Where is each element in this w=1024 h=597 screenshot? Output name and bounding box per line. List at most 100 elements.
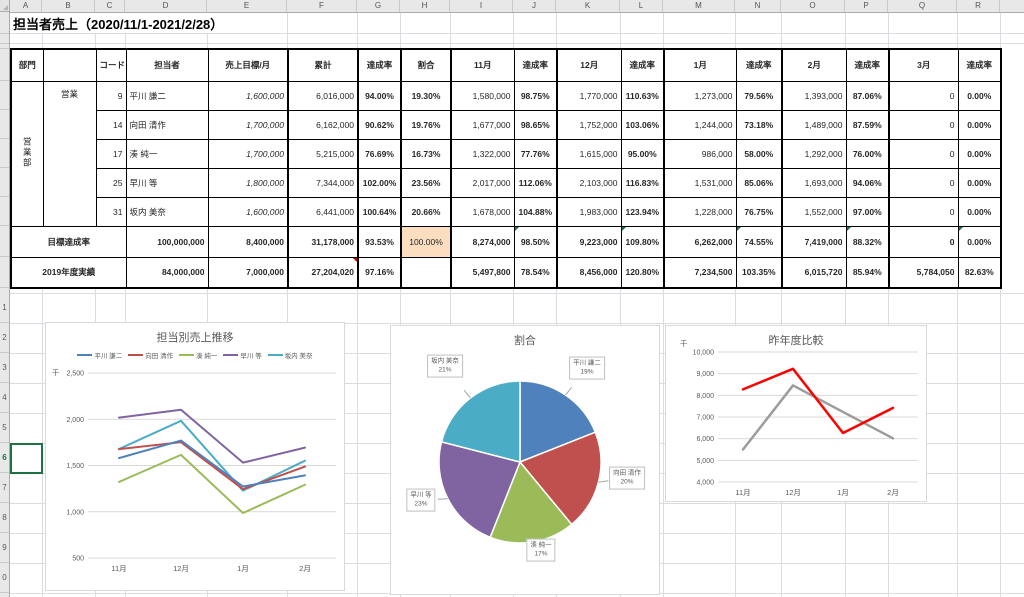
- header-rate[interactable]: 達成率: [513, 48, 558, 82]
- summary-total-cell[interactable]: 31,178,000: [287, 225, 359, 258]
- summary-month-rate-cell[interactable]: 85.94%: [845, 256, 890, 289]
- month-rate-cell[interactable]: 97.00%: [845, 196, 890, 227]
- month-rate-cell[interactable]: 0.00%: [957, 196, 1002, 227]
- pie-slice[interactable]: [440, 380, 521, 463]
- code-cell[interactable]: 14: [95, 109, 127, 140]
- total-cell[interactable]: 6,441,000: [287, 196, 359, 227]
- month-rate-cell[interactable]: 85.06%: [735, 167, 783, 198]
- summary-share-cell[interactable]: 100.00%: [400, 225, 452, 258]
- header-share[interactable]: 割合: [400, 48, 452, 82]
- header-rate[interactable]: 達成率: [735, 48, 783, 82]
- summary-month-value-cell[interactable]: 8,274,000: [450, 225, 515, 258]
- header-code[interactable]: コード: [95, 48, 127, 82]
- month-rate-cell[interactable]: 104.88%: [513, 196, 558, 227]
- month-rate-cell[interactable]: 98.75%: [513, 80, 558, 111]
- summary-month-rate-cell[interactable]: 78.54%: [513, 256, 558, 289]
- summary-month-value-cell[interactable]: 7,419,000: [781, 225, 847, 258]
- month-value-cell[interactable]: 1,489,000: [781, 109, 847, 140]
- summary-month-rate-cell[interactable]: 98.50%: [513, 225, 558, 258]
- dept-cell[interactable]: 営業: [42, 80, 97, 227]
- person-name-cell[interactable]: 早川 等: [125, 167, 209, 198]
- sales-trend-line-chart[interactable]: 担当別売上推移 平川 謙二 向田 清作 湊 純一 早川 等 坂内 美奈千 500 1,000 1…: [45, 322, 345, 591]
- summary-rate-cell[interactable]: 93.53%: [357, 225, 402, 258]
- header-month[interactable]: 3月: [888, 48, 959, 82]
- share-cell[interactable]: 20.66%: [400, 196, 452, 227]
- summary-month-rate-cell[interactable]: 120.80%: [620, 256, 665, 289]
- summary-month-rate-cell[interactable]: 103.35%: [735, 256, 783, 289]
- summary-month-value-cell[interactable]: 5,784,050: [888, 256, 959, 289]
- total-cell[interactable]: 6,162,000: [287, 109, 359, 140]
- row-header[interactable]: 5: [0, 413, 9, 443]
- summary-month-rate-cell[interactable]: 109.80%: [620, 225, 665, 258]
- column-header-K[interactable]: K: [556, 0, 620, 12]
- month-value-cell[interactable]: 0: [888, 138, 959, 169]
- column-header-G[interactable]: G: [357, 0, 400, 12]
- column-header-Q[interactable]: Q: [888, 0, 957, 12]
- row-header[interactable]: 6: [0, 443, 9, 473]
- summary-month-value-cell[interactable]: 5,497,800: [450, 256, 515, 289]
- series-line[interactable]: [118, 439, 306, 488]
- person-name-cell[interactable]: 平川 謙二: [125, 80, 209, 111]
- legend-item[interactable]: 早川 等: [223, 350, 262, 360]
- month-value-cell[interactable]: 1,580,000: [450, 80, 515, 111]
- month-rate-cell[interactable]: 76.75%: [735, 196, 783, 227]
- legend-item[interactable]: 坂内 美奈: [267, 350, 313, 360]
- header-blank[interactable]: [42, 48, 97, 82]
- header-month[interactable]: 12月: [556, 48, 622, 82]
- column-header-O[interactable]: O: [781, 0, 845, 12]
- row-header[interactable]: 7: [0, 473, 9, 503]
- column-header-B[interactable]: B: [42, 0, 95, 12]
- header-total[interactable]: 累計: [287, 48, 359, 82]
- rate-cell[interactable]: 94.00%: [357, 80, 402, 111]
- month-rate-cell[interactable]: 0.00%: [957, 80, 1002, 111]
- month-value-cell[interactable]: 1,531,000: [663, 167, 737, 198]
- code-cell[interactable]: 9: [95, 80, 127, 111]
- header-dept[interactable]: 部門: [10, 48, 44, 82]
- column-header-M[interactable]: M: [663, 0, 735, 12]
- column-header-J[interactable]: J: [513, 0, 556, 12]
- header-rate[interactable]: 達成率: [620, 48, 665, 82]
- share-cell[interactable]: 19.76%: [400, 109, 452, 140]
- month-value-cell[interactable]: 2,103,000: [556, 167, 622, 198]
- summary-share-cell[interactable]: [400, 256, 452, 289]
- rate-cell[interactable]: 102.00%: [357, 167, 402, 198]
- month-value-cell[interactable]: 2,017,000: [450, 167, 515, 198]
- summary-month-value-cell[interactable]: 9,223,000: [556, 225, 622, 258]
- target-cell[interactable]: 1,600,000: [207, 80, 289, 111]
- summary-rate-cell[interactable]: 97.16%: [357, 256, 402, 289]
- column-header-E[interactable]: E: [207, 0, 287, 12]
- code-cell[interactable]: 25: [95, 167, 127, 198]
- summary-month-value-cell[interactable]: 6,262,000: [663, 225, 737, 258]
- monthly-target-cell[interactable]: 7,000,000: [207, 256, 289, 289]
- summary-label-cell[interactable]: 2019年度実績: [10, 256, 127, 289]
- row-header[interactable]: 9: [0, 533, 9, 563]
- total-cell[interactable]: 6,016,000: [287, 80, 359, 111]
- rate-cell[interactable]: 76.69%: [357, 138, 402, 169]
- month-value-cell[interactable]: 1,693,000: [781, 167, 847, 198]
- summary-total-cell[interactable]: 27,204,020: [287, 256, 359, 289]
- rate-cell[interactable]: 90.62%: [357, 109, 402, 140]
- month-rate-cell[interactable]: 103.06%: [620, 109, 665, 140]
- rate-cell[interactable]: 100.64%: [357, 196, 402, 227]
- row-header[interactable]: 1: [0, 293, 9, 323]
- column-header-N[interactable]: N: [735, 0, 781, 12]
- series-line[interactable]: [741, 367, 895, 435]
- month-value-cell[interactable]: 1,244,000: [663, 109, 737, 140]
- header-rate[interactable]: 達成率: [357, 48, 402, 82]
- row-header[interactable]: 8: [0, 503, 9, 533]
- column-header-P[interactable]: P: [845, 0, 888, 12]
- month-rate-cell[interactable]: 87.06%: [845, 80, 890, 111]
- annual-target-cell[interactable]: 84,000,000: [125, 256, 209, 289]
- column-header-F[interactable]: F: [287, 0, 357, 12]
- target-cell[interactable]: 1,800,000: [207, 167, 289, 198]
- column-header-A[interactable]: A: [10, 0, 42, 12]
- code-cell[interactable]: 31: [95, 196, 127, 227]
- header-rate[interactable]: 達成率: [957, 48, 1002, 82]
- month-value-cell[interactable]: 1,273,000: [663, 80, 737, 111]
- person-name-cell[interactable]: 湊 純一: [125, 138, 209, 169]
- summary-month-rate-cell[interactable]: 74.55%: [735, 225, 783, 258]
- summary-month-value-cell[interactable]: 7,234,500: [663, 256, 737, 289]
- row-header[interactable]: 3: [0, 353, 9, 383]
- pie-slice[interactable]: [518, 431, 602, 526]
- month-value-cell[interactable]: 1,752,000: [556, 109, 622, 140]
